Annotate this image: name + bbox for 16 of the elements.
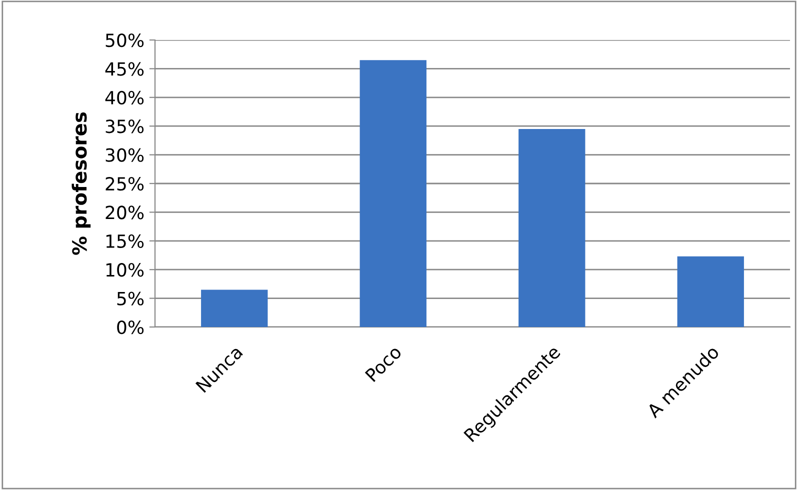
y-tick-label: 10% bbox=[106, 263, 144, 277]
y-tick-label: 35% bbox=[106, 120, 144, 134]
y-axis-title: % profesores bbox=[72, 112, 91, 255]
bar bbox=[518, 128, 586, 327]
bar bbox=[201, 290, 268, 327]
y-tick-label: 40% bbox=[105, 90, 144, 105]
y-tick-label: 45% bbox=[105, 62, 144, 76]
y-tick-label: 15% bbox=[106, 234, 144, 248]
y-tick-label: 50% bbox=[106, 33, 144, 48]
y-tick-label: 5% bbox=[117, 292, 144, 306]
y-tick-label: 25% bbox=[106, 176, 144, 191]
bar bbox=[360, 60, 426, 327]
y-tick-label: 20% bbox=[106, 206, 144, 220]
y-tick-label: 0% bbox=[117, 320, 144, 334]
bar bbox=[677, 256, 744, 327]
y-tick-label: 30% bbox=[106, 148, 144, 162]
